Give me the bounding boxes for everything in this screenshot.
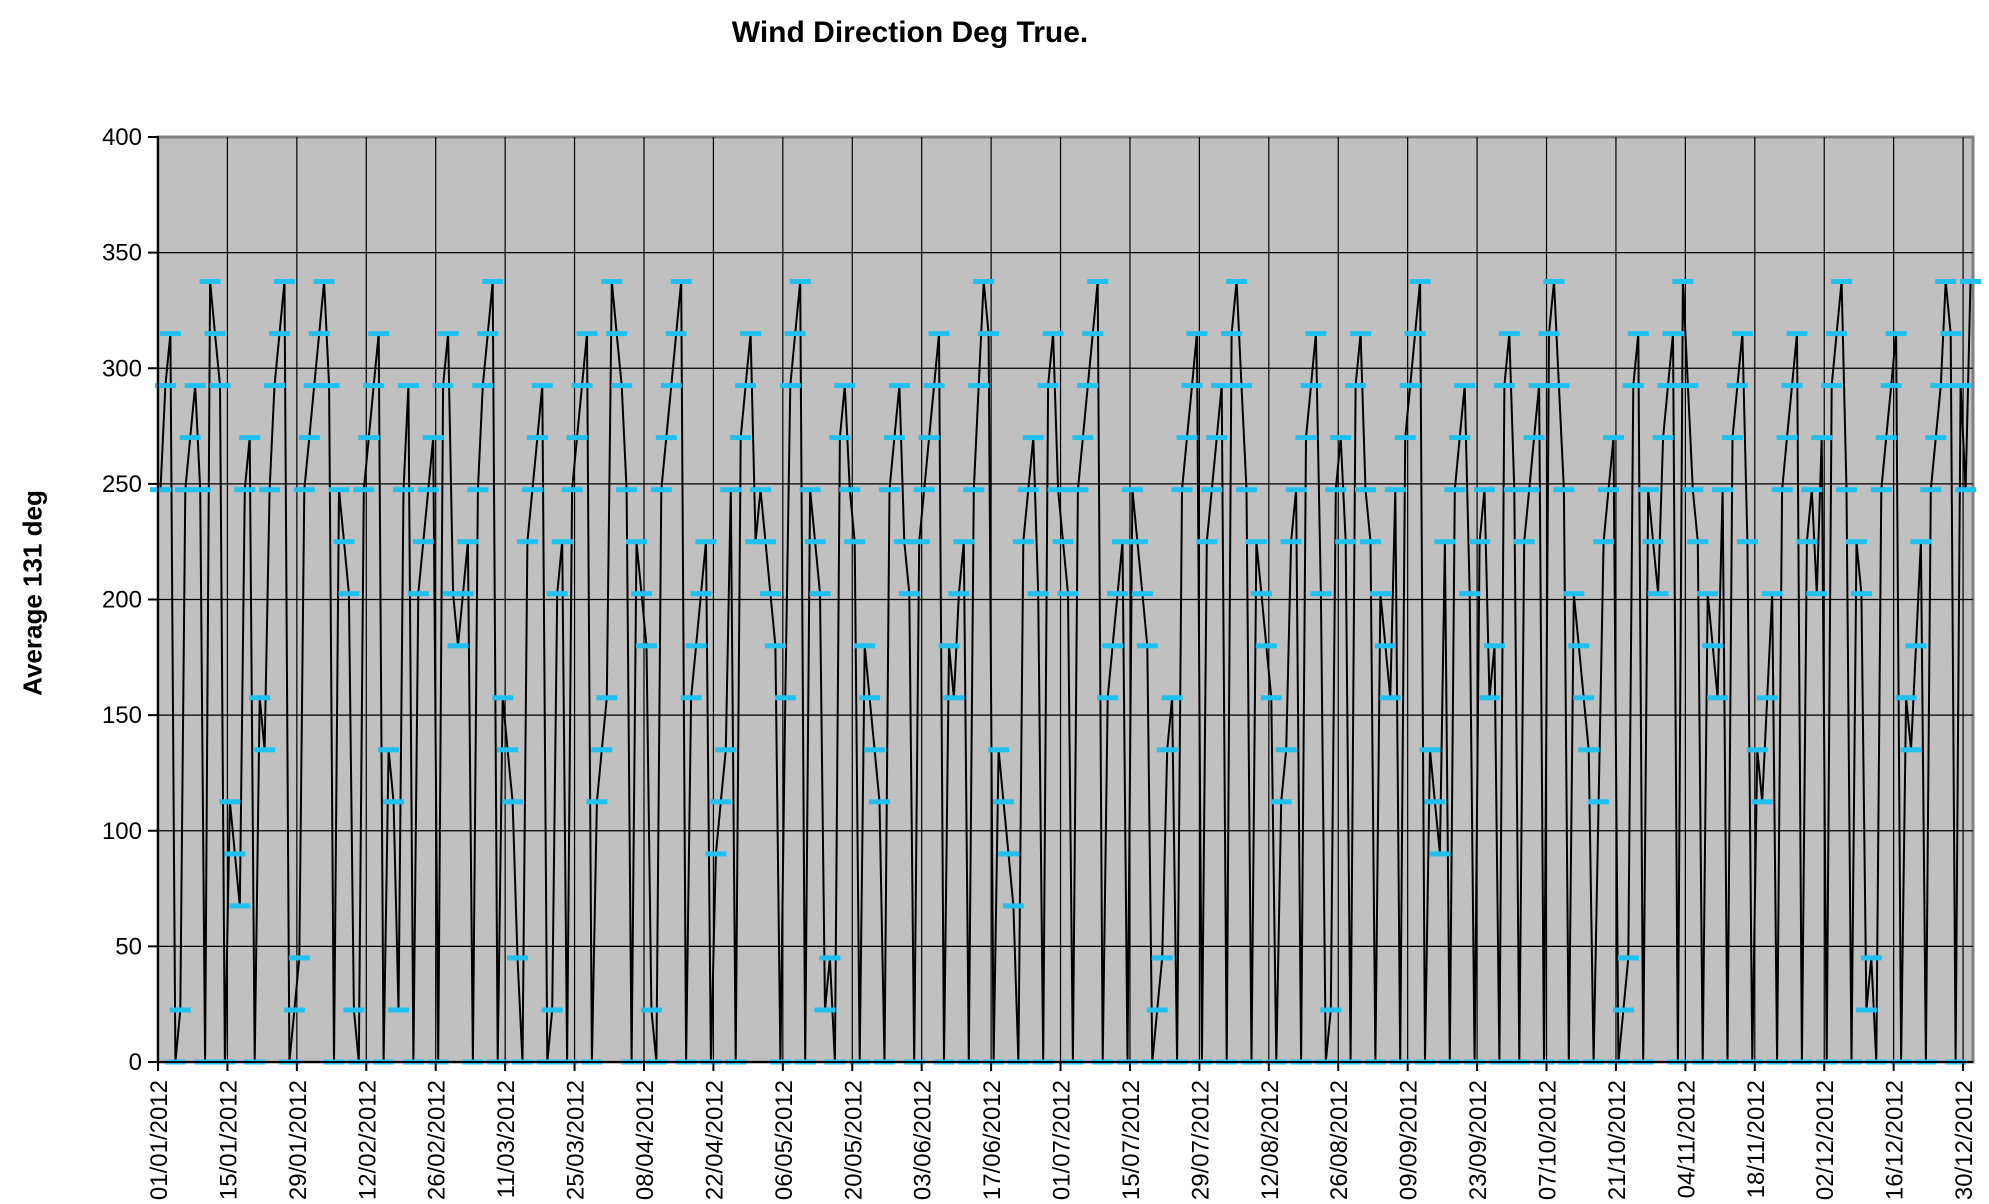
x-tick-label: 21/10/2012 (1604, 1080, 1631, 1200)
y-tick-label: 300 (102, 355, 142, 382)
x-tick-label: 25/03/2012 (563, 1080, 590, 1200)
x-tick-label: 20/05/2012 (840, 1080, 867, 1200)
x-tick-label: 22/04/2012 (701, 1080, 728, 1200)
x-tick-label: 01/07/2012 (1049, 1080, 1076, 1200)
x-tick-labels: 01/01/2012 15/01/2012 29/01/2012 12/02/2012… (146, 1080, 1978, 1200)
x-tick-label: 30/12/2012 (1951, 1080, 1978, 1200)
x-tick-label: 26/08/2012 (1326, 1080, 1353, 1200)
x-tick-label: 08/04/2012 (632, 1080, 659, 1200)
y-tick-label: 250 (102, 471, 142, 498)
x-tick-label: 02/12/2012 (1812, 1080, 1839, 1200)
x-tick-label: 23/09/2012 (1465, 1080, 1492, 1200)
x-tick-label: 15/07/2012 (1118, 1080, 1145, 1200)
x-tick-label: 12/08/2012 (1257, 1080, 1284, 1200)
x-tick-label: 09/09/2012 (1396, 1080, 1423, 1200)
y-tick-label: 350 (102, 240, 142, 267)
x-tick-label: 07/10/2012 (1535, 1080, 1562, 1200)
x-tick-label: 18/11/2012 (1743, 1080, 1770, 1198)
x-tick-label: 26/02/2012 (424, 1080, 451, 1200)
chart-title: Wind Direction Deg True. (731, 16, 1089, 49)
y-tick-label: 400 (102, 124, 142, 151)
y-tick-label: 0 (129, 1049, 142, 1076)
y-tick-label: 100 (102, 818, 142, 845)
x-tick-label: 01/01/2012 (146, 1080, 173, 1200)
x-tick-label: 16/12/2012 (1882, 1080, 1909, 1200)
gridlines (158, 137, 1973, 1062)
x-tick-label: 29/01/2012 (285, 1080, 312, 1200)
y-tick-labels: 0 50 100 150 200 250 300 350 400 (102, 124, 142, 1076)
y-tick-label: 50 (115, 933, 142, 960)
x-tick-label: 15/01/2012 (215, 1080, 242, 1200)
x-tick-label: 17/06/2012 (979, 1080, 1006, 1200)
x-tick-label: 03/06/2012 (910, 1080, 937, 1200)
y-tick-label: 150 (102, 702, 142, 729)
x-tick-label: 12/02/2012 (354, 1080, 381, 1200)
x-tick-label: 11/03/2012 (493, 1080, 520, 1198)
axes (148, 136, 1973, 1071)
x-tick-label: 06/05/2012 (771, 1080, 798, 1200)
x-tick-label: 04/11/2012 (1673, 1080, 1700, 1198)
y-tick-label: 200 (102, 587, 142, 614)
series-line (159, 281, 1972, 1063)
x-tick-label: 29/07/2012 (1187, 1080, 1214, 1200)
